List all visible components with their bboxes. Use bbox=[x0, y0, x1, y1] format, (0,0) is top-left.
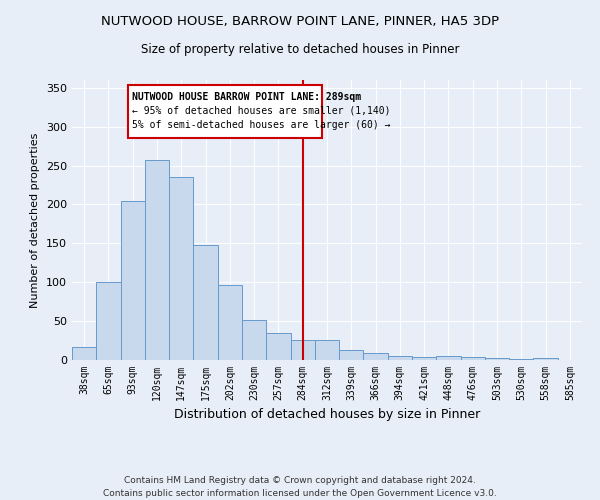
Bar bbox=[412, 357, 436, 360]
Bar bbox=[169, 177, 193, 360]
Text: Contains HM Land Registry data © Crown copyright and database right 2024.
Contai: Contains HM Land Registry data © Crown c… bbox=[103, 476, 497, 498]
Bar bbox=[242, 320, 266, 360]
Y-axis label: Number of detached properties: Number of detached properties bbox=[31, 132, 40, 308]
Text: 5% of semi-detached houses are larger (60) →: 5% of semi-detached houses are larger (6… bbox=[131, 120, 390, 130]
Text: NUTWOOD HOUSE BARROW POINT LANE: 289sqm: NUTWOOD HOUSE BARROW POINT LANE: 289sqm bbox=[131, 92, 361, 102]
Bar bbox=[290, 340, 315, 360]
Bar bbox=[485, 358, 509, 360]
Bar bbox=[364, 353, 388, 360]
Bar bbox=[193, 245, 218, 360]
Text: Size of property relative to detached houses in Pinner: Size of property relative to detached ho… bbox=[141, 42, 459, 56]
Text: NUTWOOD HOUSE, BARROW POINT LANE, PINNER, HA5 3DP: NUTWOOD HOUSE, BARROW POINT LANE, PINNER… bbox=[101, 15, 499, 28]
Bar bbox=[533, 358, 558, 360]
Text: ← 95% of detached houses are smaller (1,140): ← 95% of detached houses are smaller (1,… bbox=[131, 106, 390, 116]
Bar bbox=[145, 160, 169, 360]
Bar bbox=[461, 357, 485, 360]
X-axis label: Distribution of detached houses by size in Pinner: Distribution of detached houses by size … bbox=[174, 408, 480, 422]
Bar bbox=[218, 284, 242, 360]
Bar bbox=[509, 359, 533, 360]
Bar bbox=[339, 350, 364, 360]
Bar bbox=[266, 333, 290, 360]
Bar bbox=[315, 340, 339, 360]
Bar bbox=[436, 356, 461, 360]
Bar bbox=[121, 200, 145, 360]
FancyBboxPatch shape bbox=[128, 86, 322, 138]
Bar bbox=[96, 282, 121, 360]
Bar bbox=[388, 356, 412, 360]
Bar bbox=[72, 347, 96, 360]
